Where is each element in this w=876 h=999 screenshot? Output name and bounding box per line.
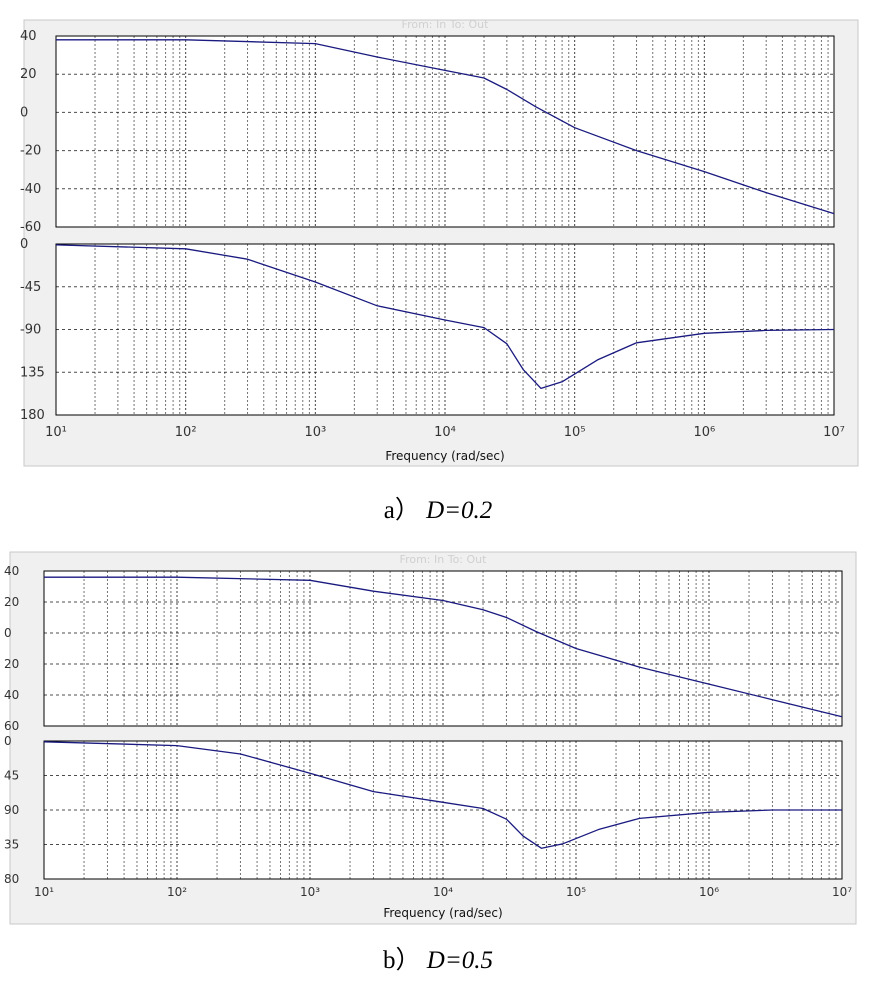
y-tick-label: -40 [20, 182, 41, 197]
y-tick-label: 40 [4, 564, 19, 578]
x-tick-label: 10³ [304, 425, 326, 440]
y-tick-label: 20 [20, 67, 37, 82]
y-tick-label: 40 [4, 688, 19, 702]
phase-curve [55, 244, 835, 390]
caption-a-letter: a） [383, 497, 420, 524]
caption-b-value: D=0.5 [426, 947, 493, 974]
x-tick-label: 10⁷ [823, 425, 845, 440]
y-tick-label: 35 [4, 838, 19, 852]
x-tick-label: 10³ [300, 885, 320, 899]
x-axis-label: Frequency (rad/sec) [383, 906, 502, 920]
phase-panel: 0 -45 -90 135 180 [20, 237, 835, 423]
y-tick-label: 20 [4, 657, 19, 671]
y-tick-label: 45 [4, 769, 19, 783]
magnitude-curve [56, 39, 835, 215]
bode-figure-b: From: In To: Out 40 20 0 20 40 60 0 45 90 35 80 10¹ 1… [0, 545, 876, 925]
y-tick-label: -60 [20, 220, 41, 235]
y-tick-label: 135 [20, 365, 45, 380]
caption-a-value: D=0.2 [426, 497, 493, 524]
bode-plot-a: From: In To: Out 40 20 0 -20 -40 -60 0 -45 -90 135… [20, 18, 859, 467]
y-tick-label: -90 [20, 323, 41, 338]
x-tick-label: 10² [175, 425, 197, 440]
caption-b: b） D=0.5 [0, 940, 876, 976]
x-tick-label: 10⁶ [699, 885, 719, 899]
x-tick-label: 10² [167, 885, 187, 899]
y-tick-label: 0 [20, 237, 28, 252]
x-tick-label: 10⁴ [433, 885, 453, 899]
magnitude-panel: 40 20 0 -20 -40 -60 [20, 29, 835, 235]
y-tick-label: 80 [4, 872, 19, 886]
plot-title: From: In To: Out [400, 553, 488, 566]
x-tick-label: 10⁴ [434, 425, 456, 440]
y-tick-label: 60 [4, 719, 19, 733]
x-tick-label: 10¹ [45, 425, 67, 440]
x-tick-label: 10⁷ [832, 885, 852, 899]
magnitude-panel: 40 20 0 20 40 60 [4, 564, 843, 733]
phase-curve [43, 741, 842, 849]
caption-a: a） D=0.2 [0, 490, 876, 526]
x-axis-label: Frequency (rad/sec) [385, 449, 504, 463]
y-tick-label: 0 [4, 734, 12, 748]
caption-b-letter: b） [383, 947, 421, 974]
plot-title: From: In To: Out [402, 18, 490, 31]
x-tick-label: 10⁶ [693, 425, 715, 440]
y-tick-label: 90 [4, 803, 19, 817]
x-tick-label: 10⁵ [566, 885, 586, 899]
y-tick-label: 40 [20, 29, 37, 44]
bode-figure-a: From: In To: Out 40 20 0 -20 -40 -60 0 -45 -90 135… [0, 0, 876, 470]
y-tick-label: 180 [20, 408, 45, 423]
magnitude-curve [44, 576, 843, 718]
y-tick-label: 0 [20, 105, 28, 120]
y-tick-label: -45 [20, 280, 41, 295]
x-tick-label: 10¹ [34, 885, 54, 899]
x-tick-label: 10⁵ [564, 425, 586, 440]
y-tick-label: 20 [4, 595, 19, 609]
y-tick-label: -20 [20, 144, 41, 159]
phase-panel: 0 45 90 35 80 [4, 734, 843, 886]
axes-box [55, 35, 835, 228]
y-tick-label: 0 [4, 626, 12, 640]
